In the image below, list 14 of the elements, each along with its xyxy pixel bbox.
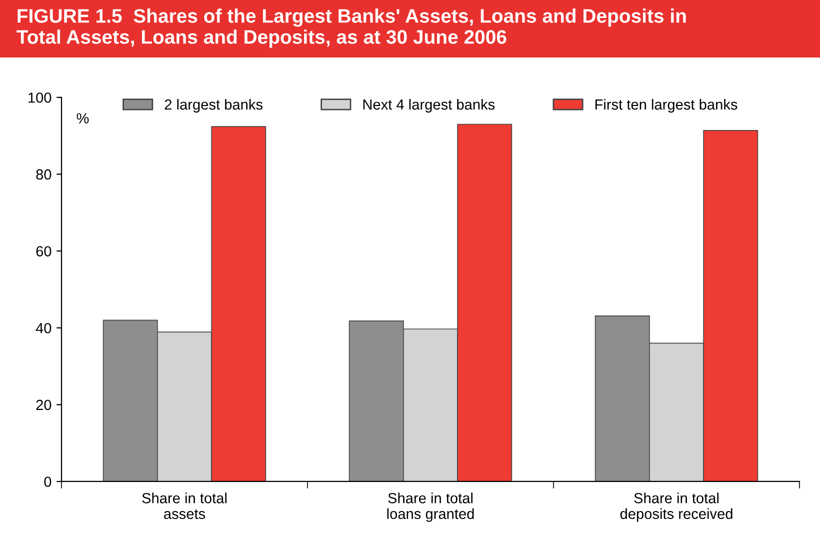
y-tick-label: 60: [36, 246, 52, 256]
x-tick-label: Share in total deposits received: [620, 492, 732, 522]
y-tick-label: 20: [36, 400, 52, 410]
y-axis-title: %: [76, 113, 89, 124]
legend-label: 2 largest banks: [164, 98, 262, 113]
legend-label: First ten largest banks: [595, 98, 738, 113]
x-tick-label: Share in total assets: [142, 492, 226, 520]
legend-label: Next 4 largest banks: [363, 98, 495, 113]
y-tick-label: 40: [36, 322, 52, 334]
y-tick-label: 100: [28, 92, 52, 103]
x-tick-label: Share in total loans granted: [387, 492, 474, 522]
chart-title: FIGURE 1.5 Shares of the Largest Banks' Assets, Loans and Deposits in Total Assets, Loans and Deposits, as at 30 June 2006: [16, 8, 686, 48]
y-tick-label: 80: [36, 169, 52, 180]
y-tick-label: 0: [44, 476, 52, 487]
